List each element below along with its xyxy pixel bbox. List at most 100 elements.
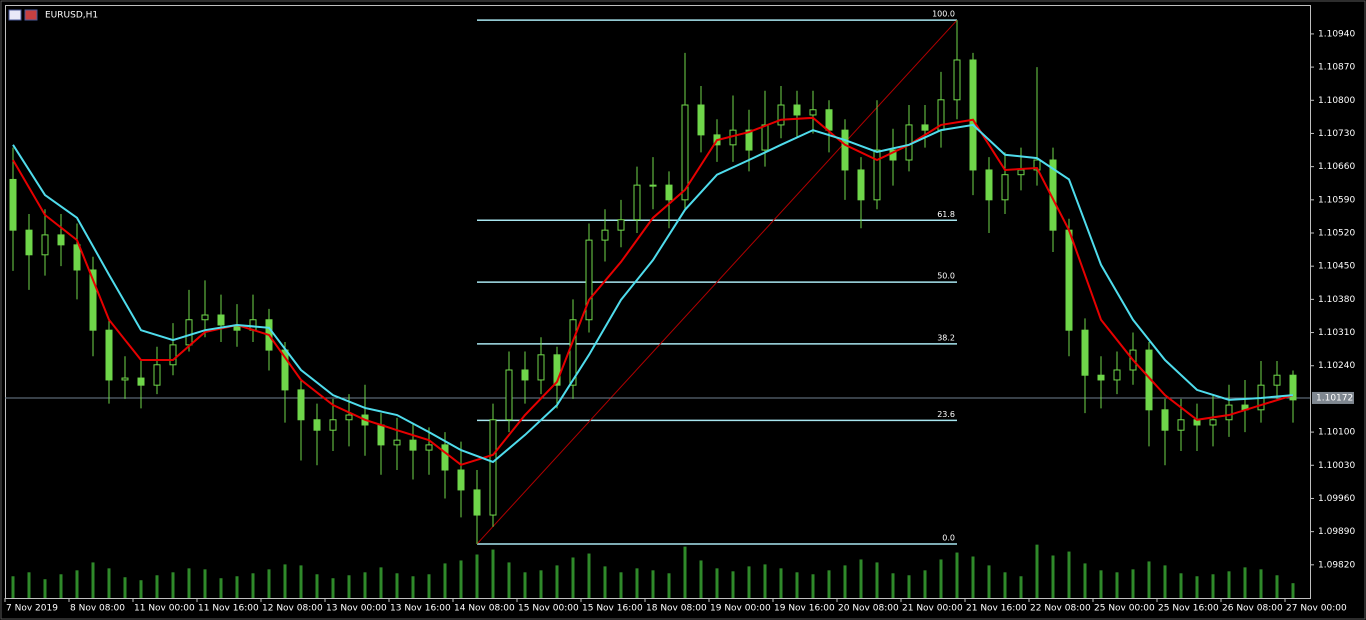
fibo-label: 61.8	[937, 210, 955, 219]
candle-body	[825, 109, 833, 131]
y-tick-label: 1.09820	[1318, 560, 1355, 570]
candle-body	[681, 104, 689, 201]
candle-body	[1177, 419, 1185, 431]
y-tick-label: 1.10030	[1318, 461, 1355, 471]
candle-body	[745, 129, 753, 151]
candle-body	[585, 239, 593, 321]
y-tick-label: 1.10590	[1318, 195, 1355, 205]
candle-body	[553, 354, 561, 386]
current-price-box	[1312, 391, 1354, 404]
candle-body	[441, 444, 449, 471]
candle-body	[1065, 229, 1073, 331]
x-tick-label: 14 Nov 08:00	[454, 604, 515, 614]
y-tick-label: 1.10380	[1318, 295, 1355, 305]
y-tick-label: 1.10310	[1318, 328, 1355, 338]
candle-body	[41, 234, 49, 256]
y-tick-label: 1.10660	[1318, 162, 1355, 172]
candle-body	[873, 149, 881, 201]
candle-body	[569, 319, 577, 386]
moving-average	[12, 123, 1294, 464]
y-tick-label: 1.09960	[1318, 494, 1355, 504]
candle-body	[1081, 329, 1089, 376]
candle-body	[57, 234, 65, 246]
candle-body	[601, 229, 609, 241]
x-tick-label: 18 Nov 08:00	[646, 604, 707, 614]
x-tick-label: 27 Nov 00:00	[1286, 604, 1347, 614]
x-tick-label: 21 Nov 16:00	[966, 604, 1027, 614]
x-tick-label: 13 Nov 16:00	[390, 604, 451, 614]
candle-body	[137, 377, 145, 386]
x-tick-label: 25 Nov 16:00	[1158, 604, 1219, 614]
candle-body	[297, 389, 305, 421]
chart-title: EURUSD,H1	[45, 11, 98, 21]
x-tick-label: 7 Nov 2019	[6, 604, 58, 614]
fibo-label: 23.6	[937, 410, 955, 419]
candle-body	[521, 369, 529, 381]
x-tick-label: 12 Nov 08:00	[262, 604, 323, 614]
candle-body	[777, 104, 785, 126]
candle-body	[89, 269, 97, 331]
x-tick-label: 19 Nov 16:00	[774, 604, 835, 614]
candle-body	[793, 104, 801, 116]
x-tick-label: 15 Nov 16:00	[582, 604, 643, 614]
candle-body	[633, 184, 641, 221]
x-tick-label: 21 Nov 00:00	[902, 604, 963, 614]
candle-body	[921, 124, 929, 131]
x-tick-label: 26 Nov 08:00	[1222, 604, 1283, 614]
candle-body	[665, 184, 673, 201]
x-tick-label: 11 Nov 16:00	[198, 604, 259, 614]
candle-body	[1161, 409, 1169, 431]
candle-body	[489, 419, 497, 516]
candle-body	[505, 369, 513, 421]
y-tick-label: 1.10940	[1318, 29, 1355, 39]
candle-body	[169, 344, 177, 366]
candle-body	[697, 104, 705, 136]
plot-frame	[5, 5, 1311, 599]
candle-body	[537, 354, 545, 381]
x-tick-label: 15 Nov 00:00	[518, 604, 579, 614]
candle-body	[953, 59, 961, 101]
fibo-label: 100.0	[932, 10, 955, 19]
candle-body	[153, 364, 161, 386]
y-tick-label: 1.10100	[1318, 428, 1355, 438]
current-price-label: 1.10172	[1316, 393, 1353, 403]
candle-body	[9, 178, 17, 231]
candle-body	[121, 377, 129, 381]
candle-body	[809, 109, 817, 116]
candle-body	[1289, 374, 1297, 401]
candle-body	[201, 314, 209, 321]
candle-body	[1017, 169, 1025, 176]
candle-body	[969, 59, 977, 171]
candle-body	[1273, 374, 1281, 386]
x-tick-label: 11 Nov 00:00	[134, 604, 195, 614]
candle-body	[1001, 174, 1009, 201]
candle-body	[329, 419, 337, 431]
candle-body	[1113, 369, 1121, 381]
y-tick-label: 1.10240	[1318, 361, 1355, 371]
symbol-icon	[8, 9, 38, 21]
x-tick-label: 25 Nov 00:00	[1094, 604, 1155, 614]
x-tick-label: 13 Nov 00:00	[326, 604, 387, 614]
candle-body	[889, 149, 897, 161]
y-tick-label: 1.10450	[1318, 262, 1355, 272]
icon-part	[24, 9, 38, 21]
candle-body	[649, 184, 657, 187]
candle-body	[217, 314, 225, 326]
fibo-label: 50.0	[937, 272, 955, 281]
candle-body	[393, 439, 401, 446]
candle-body	[473, 489, 481, 516]
candle-body	[73, 244, 81, 271]
y-tick-label: 1.10870	[1318, 63, 1355, 73]
y-tick-label: 1.10800	[1318, 96, 1355, 106]
candle-body	[985, 169, 993, 201]
fibo-label: 0.0	[942, 533, 955, 542]
candle-body	[313, 419, 321, 431]
x-tick-label: 22 Nov 08:00	[1030, 604, 1091, 614]
y-tick-label: 1.09890	[1318, 527, 1355, 537]
candle-body	[105, 329, 113, 381]
candle-body	[345, 414, 353, 421]
